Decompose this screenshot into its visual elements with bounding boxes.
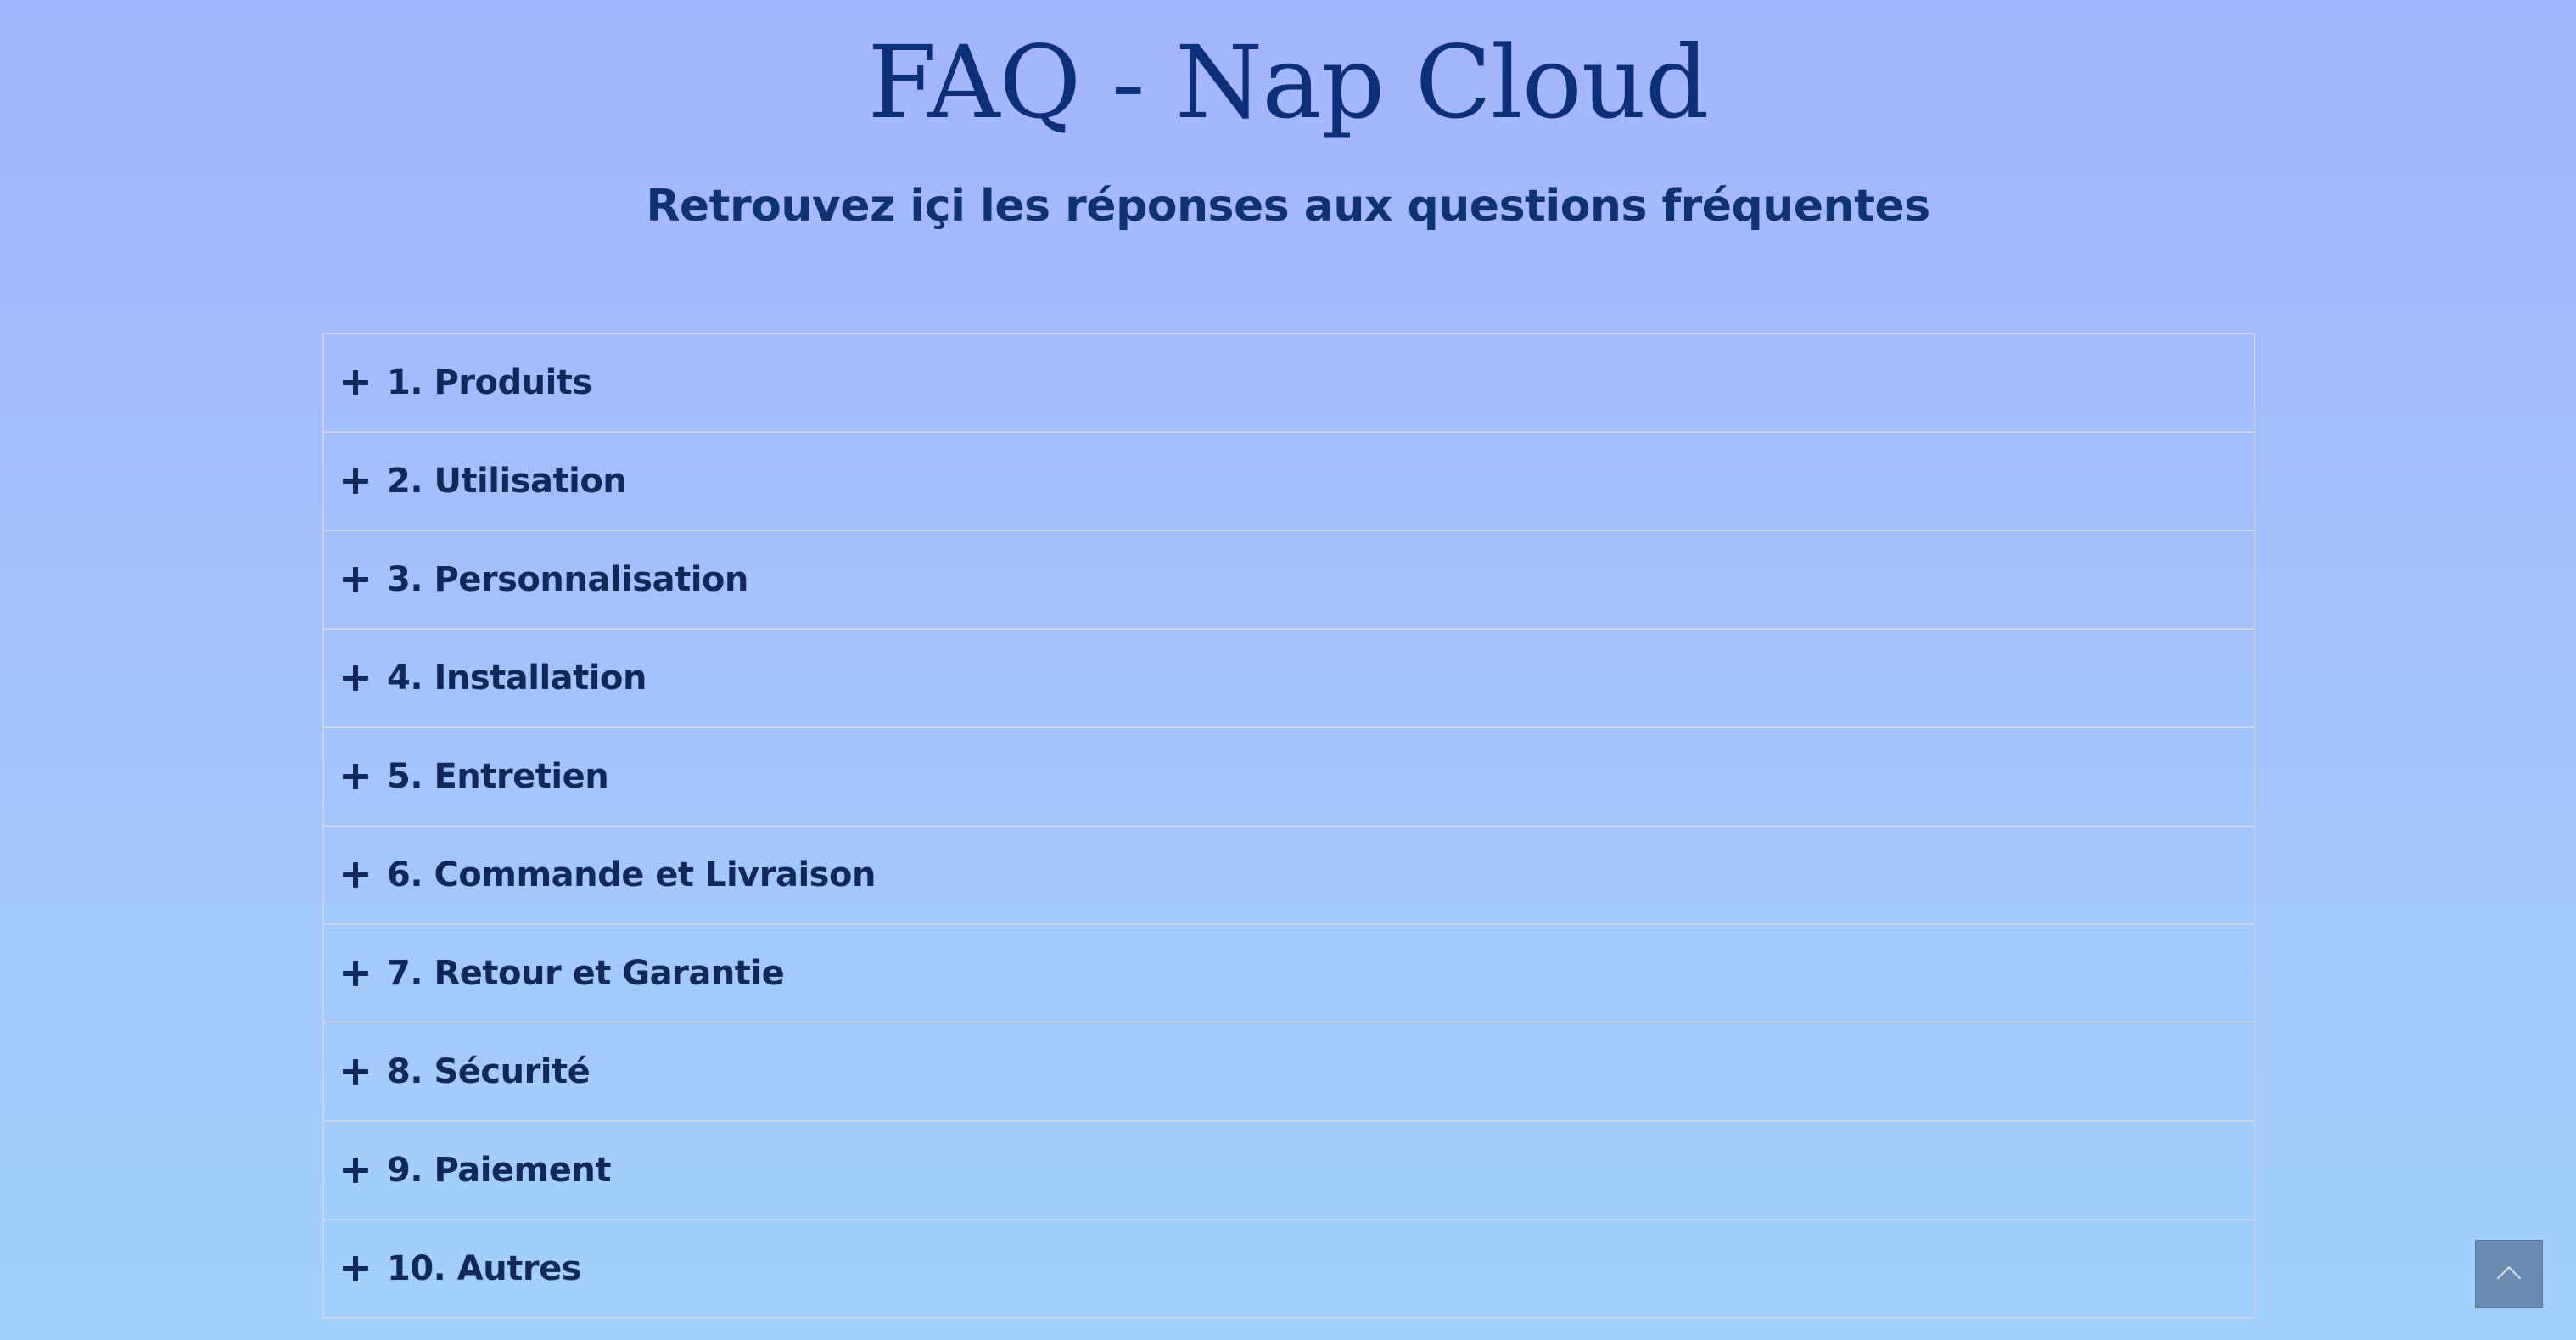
- scroll-to-top-button[interactable]: [2475, 1240, 2543, 1308]
- faq-item-personnalisation[interactable]: 3. Personnalisation: [324, 531, 2254, 630]
- plus-icon: [343, 862, 368, 888]
- plus-icon: [343, 961, 368, 986]
- faq-item-label: 1. Produits: [387, 363, 592, 402]
- plus-icon: [343, 567, 368, 592]
- plus-icon: [343, 1256, 368, 1281]
- faq-item-label: 7. Retour et Garantie: [387, 954, 785, 993]
- plus-icon: [343, 468, 368, 494]
- faq-item-commande-livraison[interactable]: 6. Commande et Livraison: [324, 827, 2254, 925]
- faq-item-label: 8. Sécurité: [387, 1052, 591, 1091]
- chevron-up-icon: [2496, 1265, 2522, 1291]
- plus-icon: [343, 370, 368, 395]
- page-title: FAQ - Nap Cloud: [867, 24, 1710, 141]
- faq-item-label: 10. Autres: [387, 1249, 582, 1288]
- faq-item-securite[interactable]: 8. Sécurité: [324, 1023, 2254, 1122]
- faq-item-entretien[interactable]: 5. Entretien: [324, 728, 2254, 827]
- faq-item-label: 5. Entretien: [387, 757, 609, 796]
- faq-item-produits[interactable]: 1. Produits: [324, 334, 2254, 433]
- faq-item-retour-garantie[interactable]: 7. Retour et Garantie: [324, 925, 2254, 1023]
- faq-item-label: 2. Utilisation: [387, 462, 627, 501]
- page-subtitle: Retrouvez içi les réponses aux questions…: [646, 181, 1930, 232]
- plus-icon: [343, 1059, 368, 1085]
- plus-icon: [343, 1158, 368, 1183]
- faq-item-label: 9. Paiement: [387, 1151, 611, 1190]
- faq-item-autres[interactable]: 10. Autres: [324, 1220, 2254, 1317]
- plus-icon: [343, 764, 368, 789]
- faq-item-paiement[interactable]: 9. Paiement: [324, 1122, 2254, 1220]
- faq-item-label: 4. Installation: [387, 659, 647, 698]
- faq-item-utilisation[interactable]: 2. Utilisation: [324, 433, 2254, 531]
- faq-item-label: 3. Personnalisation: [387, 560, 748, 599]
- faq-item-installation[interactable]: 4. Installation: [324, 630, 2254, 728]
- faq-item-label: 6. Commande et Livraison: [387, 855, 876, 894]
- faq-accordion: 1. Produits 2. Utilisation 3. Personnali…: [322, 333, 2255, 1319]
- plus-icon: [343, 665, 368, 691]
